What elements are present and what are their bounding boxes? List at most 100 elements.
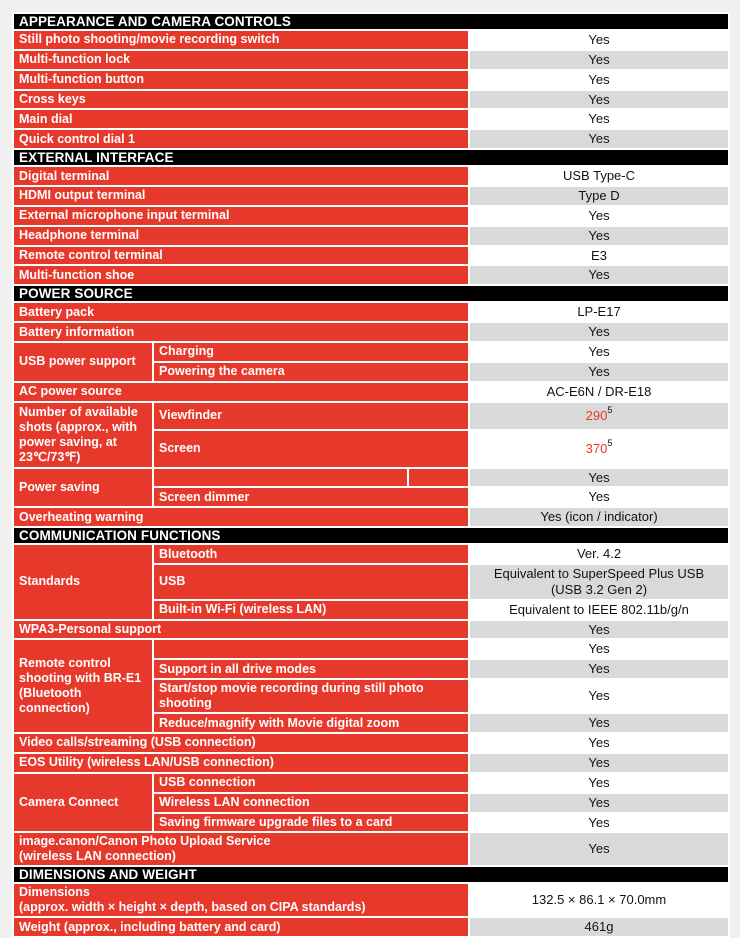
section-header-row: COMMUNICATION FUNCTIONS [12, 526, 730, 546]
spec-row: Multi-function button Yes [12, 68, 730, 91]
spec-row: image.canon/Canon Photo Upload Service (… [12, 831, 730, 868]
spec-value-cell: Yes [468, 678, 730, 715]
spec-sublabel-cell: Saving firmware upgrade files to a card [152, 811, 470, 834]
spec-value-cell: USB Type-C [468, 165, 730, 188]
spec-value-cell: Yes [468, 791, 730, 814]
spec-row: Battery information Yes [12, 321, 730, 344]
spec-row: Reduce/magnify with Movie digital zoom Ye… [13, 712, 730, 735]
spec-value-cell: Yes [468, 638, 730, 661]
spec-value-text: Yes [588, 267, 610, 283]
spec-value-text: Yes (icon / indicator) [540, 509, 658, 525]
spec-row: Screen dimmer Yes [13, 486, 730, 509]
spec-value-cell: Type D [468, 185, 730, 207]
spec-label-cell: Power saving [12, 466, 154, 509]
spec-value-cell: Yes [468, 618, 730, 641]
spec-value-cell: Yes [468, 88, 730, 111]
spec-value-cell: Yes [468, 68, 730, 91]
spec-label-cell: Headphone terminal [12, 224, 470, 247]
spec-sublabel-cell: Wireless LAN connection [152, 791, 470, 814]
section-header-row: APPEARANCE AND CAMERA CONTROLS [12, 12, 730, 31]
spec-page: APPEARANCE AND CAMERA CONTROLS Still phot… [12, 12, 730, 938]
spec-row: Dimensions (approx. width × height × dep… [12, 882, 730, 919]
footnote-superscript: 5 [607, 405, 613, 416]
spec-value-text: Yes [588, 688, 610, 704]
spec-label-cell: Battery information [12, 321, 470, 344]
spec-label-cell: Cross keys [12, 88, 470, 111]
spec-value-cell: LP-E17 [468, 301, 730, 324]
spec-value-cell: 461g [468, 916, 730, 938]
spec-value-text: 370 [585, 440, 608, 456]
spec-value-cell: Yes [468, 128, 730, 151]
spec-value-cell: Yes [468, 204, 730, 227]
spec-value-text: Yes [588, 754, 610, 770]
spec-row: Multi-function lock Yes [12, 48, 730, 71]
spec-value-text: 461g [584, 919, 614, 935]
spec-value-text: AC-E6N / DR-E18 [546, 383, 652, 399]
spec-value-cell: Yes [468, 341, 730, 363]
spec-value-text: Yes [588, 227, 610, 243]
spec-value-text: Yes [588, 111, 610, 127]
spec-value-text: Yes [588, 363, 610, 379]
spec-row: Quick control dial 1 Yes [12, 128, 730, 151]
spec-row: Still photo shooting/movie recording swi… [12, 29, 730, 51]
section-title: APPEARANCE AND CAMERA CONTROLS [12, 12, 730, 31]
spec-label-cell: Digital terminal [12, 165, 470, 188]
spec-value-text: Yes [588, 51, 610, 67]
spec-table-body: APPEARANCE AND CAMERA CONTROLS Still phot… [12, 12, 730, 938]
spec-value-text: Yes [588, 814, 610, 830]
section-title: POWER SOURCE [12, 284, 730, 304]
footnote-superscript: 5 [607, 438, 613, 449]
spec-label-cell: Video calls/streaming (USB connection) [12, 732, 470, 754]
spec-value-cell: AC-E6N / DR-E18 [468, 380, 730, 403]
spec-value-cell: Yes [468, 48, 730, 71]
spec-value-text: 132.5 × 86.1 × 70.0mm [531, 892, 667, 908]
spec-row: Weight (approx., including battery and c… [12, 916, 730, 938]
spec-value-cell: Yes [468, 108, 730, 131]
spec-value-text: LP-E17 [577, 304, 621, 320]
spec-value-text: Yes [588, 131, 610, 147]
spec-row: Built-in Wi-Fi (wireless LAN) Equivalent … [13, 598, 730, 621]
spec-value-cell: Yes [468, 360, 730, 383]
spec-value-cell: Yes (icon / indicator) [468, 506, 730, 529]
spec-row: USB Equivalent to SuperSpeed Plus USB (US… [13, 563, 730, 601]
spec-value-cell: 2905 [468, 400, 730, 431]
spec-row: Digital terminal USB Type-C [12, 165, 730, 188]
spec-value-text: USB Type-C [562, 168, 635, 184]
spec-table: APPEARANCE AND CAMERA CONTROLS Still phot… [12, 12, 730, 938]
spec-value-text: Yes [588, 324, 610, 340]
spec-value-text: Yes [588, 207, 610, 223]
spec-row: Headphone terminal Yes [12, 224, 730, 247]
spec-sublabel-cell: Viewfinder [152, 400, 470, 431]
spec-value-text: Yes [588, 469, 610, 485]
spec-value-cell: Equivalent to SuperSpeed Plus USB (USB 3… [468, 563, 730, 601]
spec-row: Overheating warning Yes (icon / indicator… [12, 506, 730, 529]
spec-value-cell: Yes [468, 831, 730, 868]
spec-label-cell: Standards [12, 543, 154, 621]
spec-label-cell: Weight (approx., including battery and c… [12, 916, 470, 938]
spec-row: Cross keys Yes [12, 88, 730, 111]
spec-value-cell: Yes [468, 732, 730, 754]
spec-label-cell: Still photo shooting/movie recording swi… [12, 29, 470, 51]
spec-sublabel-cell: Support in all drive modes [152, 658, 470, 681]
spec-label-cell: Remote control terminal [12, 244, 470, 267]
spec-row: Multi-function shoe Yes [12, 264, 730, 287]
spec-row: Support in all drive modes Yes [13, 658, 730, 681]
spec-row: Remote control terminal E3 [12, 244, 730, 267]
spec-sublabel-cell: Screen dimmer [152, 486, 470, 509]
spec-value-text: Yes [588, 71, 610, 87]
spec-row: HDMI output terminal Type D [12, 185, 730, 207]
spec-value-cell: Yes [468, 811, 730, 834]
spec-label-cell: Battery pack [12, 301, 470, 324]
spec-label-cell: WPA3-Personal support [12, 618, 470, 641]
spec-label-cell: Dimensions (approx. width × height × dep… [12, 882, 470, 919]
spec-value-text: E3 [591, 247, 607, 263]
spec-value-text: Yes [588, 774, 610, 790]
spec-value-text: Yes [588, 489, 610, 505]
spec-row: WPA3-Personal support Yes [12, 618, 730, 641]
spec-value-cell: Yes [468, 712, 730, 735]
spec-value-text: Yes [588, 91, 610, 107]
spec-label-cell: EOS Utility (wireless LAN/USB connection… [12, 751, 470, 774]
section-header-row: POWER SOURCE [12, 284, 730, 304]
spec-value-cell: Yes [468, 751, 730, 774]
spec-sublabel-cell: Powering the camera [152, 360, 470, 383]
